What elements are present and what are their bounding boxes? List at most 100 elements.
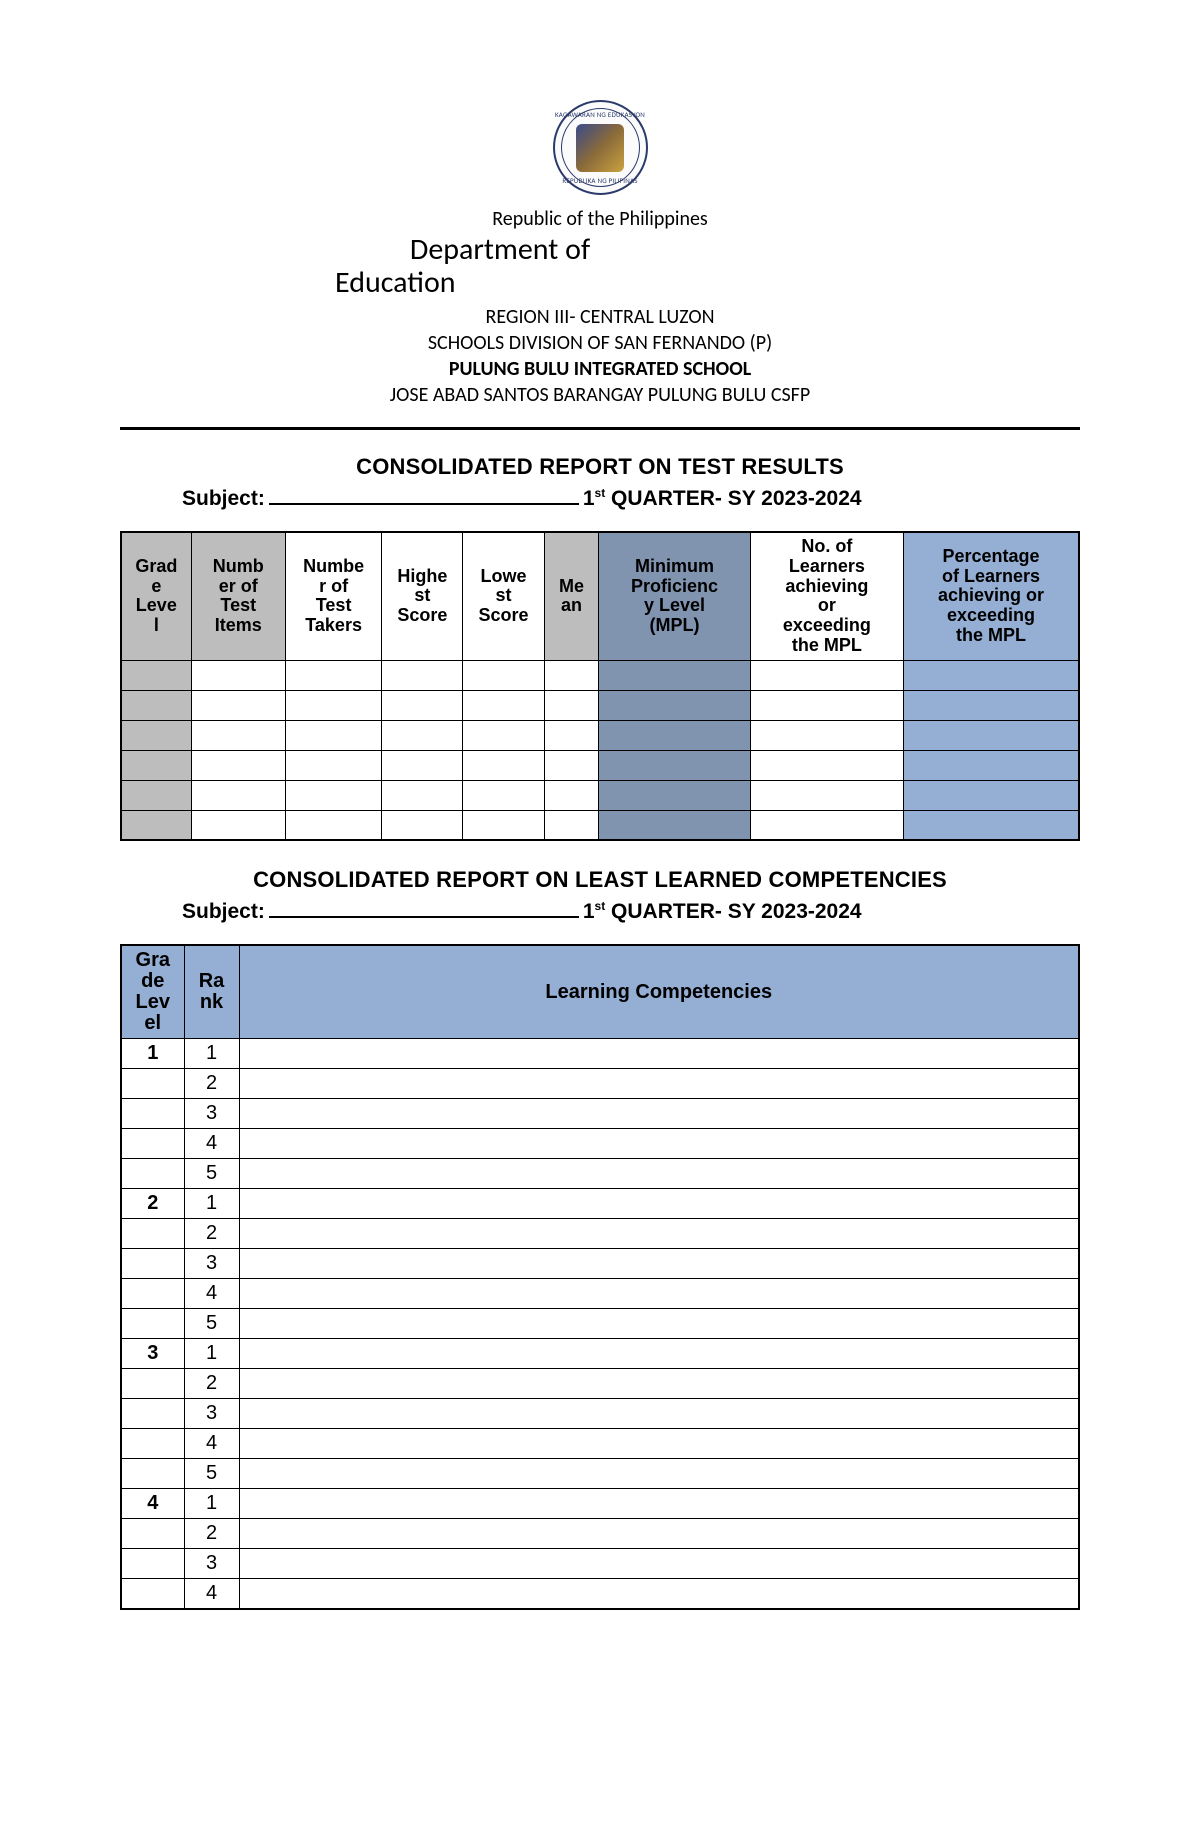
t1-cell[interactable] — [463, 750, 544, 780]
t1-header: Number ofTestItems — [191, 532, 285, 660]
t2-grade-cell — [121, 1459, 184, 1489]
department-line2: Education — [120, 266, 1080, 299]
t1-cell[interactable] — [750, 810, 903, 840]
school-line: PULUNG BULU INTEGRATED SCHOOL — [120, 357, 1080, 381]
t1-cell[interactable] — [285, 660, 381, 690]
t2-rank-cell: 5 — [184, 1309, 239, 1339]
t1-cell[interactable] — [904, 750, 1079, 780]
t1-cell[interactable] — [544, 780, 599, 810]
t1-cell[interactable] — [904, 660, 1079, 690]
t1-cell[interactable] — [463, 810, 544, 840]
t1-cell[interactable] — [121, 660, 191, 690]
t1-cell[interactable] — [599, 720, 750, 750]
section1-title: CONSOLIDATED REPORT ON TEST RESULTS — [120, 454, 1080, 480]
t2-competency-cell[interactable] — [239, 1219, 1079, 1249]
t1-cell[interactable] — [544, 810, 599, 840]
t1-cell[interactable] — [285, 810, 381, 840]
t1-header: Number ofTestTakers — [285, 532, 381, 660]
t2-rank-cell: 2 — [184, 1369, 239, 1399]
t1-cell[interactable] — [463, 660, 544, 690]
quarter-ord: 1 — [583, 900, 595, 923]
t1-cell[interactable] — [904, 690, 1079, 720]
t2-grade-cell — [121, 1519, 184, 1549]
t1-cell[interactable] — [382, 780, 463, 810]
t1-cell[interactable] — [544, 660, 599, 690]
t2-grade-cell — [121, 1159, 184, 1189]
t1-cell[interactable] — [544, 750, 599, 780]
quarter-rest: QUARTER- SY 2023-2024 — [605, 900, 861, 923]
t1-cell[interactable] — [904, 720, 1079, 750]
address-line: JOSE ABAD SANTOS BARANGAY PULUNG BULU CS… — [120, 383, 1080, 407]
t1-cell[interactable] — [463, 780, 544, 810]
t2-competency-cell[interactable] — [239, 1549, 1079, 1579]
t1-cell[interactable] — [750, 720, 903, 750]
t2-competency-cell[interactable] — [239, 1129, 1079, 1159]
t1-cell[interactable] — [599, 690, 750, 720]
t1-cell[interactable] — [904, 810, 1079, 840]
t1-cell[interactable] — [544, 720, 599, 750]
t1-cell[interactable] — [904, 780, 1079, 810]
t2-competency-cell[interactable] — [239, 1069, 1079, 1099]
t1-cell[interactable] — [285, 720, 381, 750]
t2-competency-cell[interactable] — [239, 1309, 1079, 1339]
t1-cell[interactable] — [191, 810, 285, 840]
t1-cell[interactable] — [382, 750, 463, 780]
t2-competency-cell[interactable] — [239, 1399, 1079, 1429]
t2-competency-cell[interactable] — [239, 1369, 1079, 1399]
t2-competency-cell[interactable] — [239, 1429, 1079, 1459]
subject-blank[interactable] — [269, 486, 579, 505]
t1-cell[interactable] — [382, 810, 463, 840]
t1-cell[interactable] — [191, 780, 285, 810]
t2-rank-cell: 4 — [184, 1429, 239, 1459]
t2-competency-cell[interactable] — [239, 1159, 1079, 1189]
t1-cell[interactable] — [750, 660, 903, 690]
t2-competency-cell[interactable] — [239, 1579, 1079, 1609]
t1-cell[interactable] — [599, 660, 750, 690]
t1-cell[interactable] — [382, 660, 463, 690]
t2-grade-cell — [121, 1579, 184, 1609]
t2-competency-cell[interactable] — [239, 1189, 1079, 1219]
t1-cell[interactable] — [191, 660, 285, 690]
t2-rank-cell: 1 — [184, 1489, 239, 1519]
t1-cell[interactable] — [121, 690, 191, 720]
t1-cell[interactable] — [463, 720, 544, 750]
t2-rank-cell: 4 — [184, 1279, 239, 1309]
t1-cell[interactable] — [191, 750, 285, 780]
t1-cell[interactable] — [750, 780, 903, 810]
subject-blank[interactable] — [269, 899, 579, 918]
division-line: SCHOOLS DIVISION OF SAN FERNANDO (P) — [120, 331, 1080, 355]
seal-text-top: KAGAWARAN NG EDUKASYON — [555, 110, 646, 119]
t1-cell[interactable] — [285, 750, 381, 780]
t1-cell[interactable] — [599, 750, 750, 780]
t1-cell[interactable] — [599, 780, 750, 810]
t2-competency-cell[interactable] — [239, 1249, 1079, 1279]
t2-rank-cell: 1 — [184, 1339, 239, 1369]
t2-competency-cell[interactable] — [239, 1489, 1079, 1519]
t1-cell[interactable] — [191, 720, 285, 750]
t2-competency-cell[interactable] — [239, 1099, 1079, 1129]
t1-cell[interactable] — [599, 810, 750, 840]
t2-competency-cell[interactable] — [239, 1039, 1079, 1069]
deped-seal: KAGAWARAN NG EDUKASYON REPUBLIKA NG PILI… — [553, 100, 648, 195]
t1-cell[interactable] — [121, 780, 191, 810]
t1-cell[interactable] — [463, 690, 544, 720]
t2-rank-cell: 3 — [184, 1549, 239, 1579]
section2-subject-line: Subject: 1st QUARTER- SY 2023-2024 — [120, 899, 1080, 924]
t1-cell[interactable] — [121, 810, 191, 840]
t2-competency-cell[interactable] — [239, 1279, 1079, 1309]
t2-competency-cell[interactable] — [239, 1339, 1079, 1369]
t2-grade-cell — [121, 1429, 184, 1459]
t1-cell[interactable] — [750, 690, 903, 720]
t1-cell[interactable] — [750, 750, 903, 780]
t1-cell[interactable] — [544, 690, 599, 720]
t1-cell[interactable] — [191, 690, 285, 720]
t2-competency-cell[interactable] — [239, 1459, 1079, 1489]
t1-cell[interactable] — [121, 750, 191, 780]
t1-cell[interactable] — [285, 690, 381, 720]
t1-cell[interactable] — [382, 720, 463, 750]
t1-cell[interactable] — [382, 690, 463, 720]
t1-cell[interactable] — [121, 720, 191, 750]
t2-rank-cell: 4 — [184, 1579, 239, 1609]
t1-cell[interactable] — [285, 780, 381, 810]
t2-competency-cell[interactable] — [239, 1519, 1079, 1549]
